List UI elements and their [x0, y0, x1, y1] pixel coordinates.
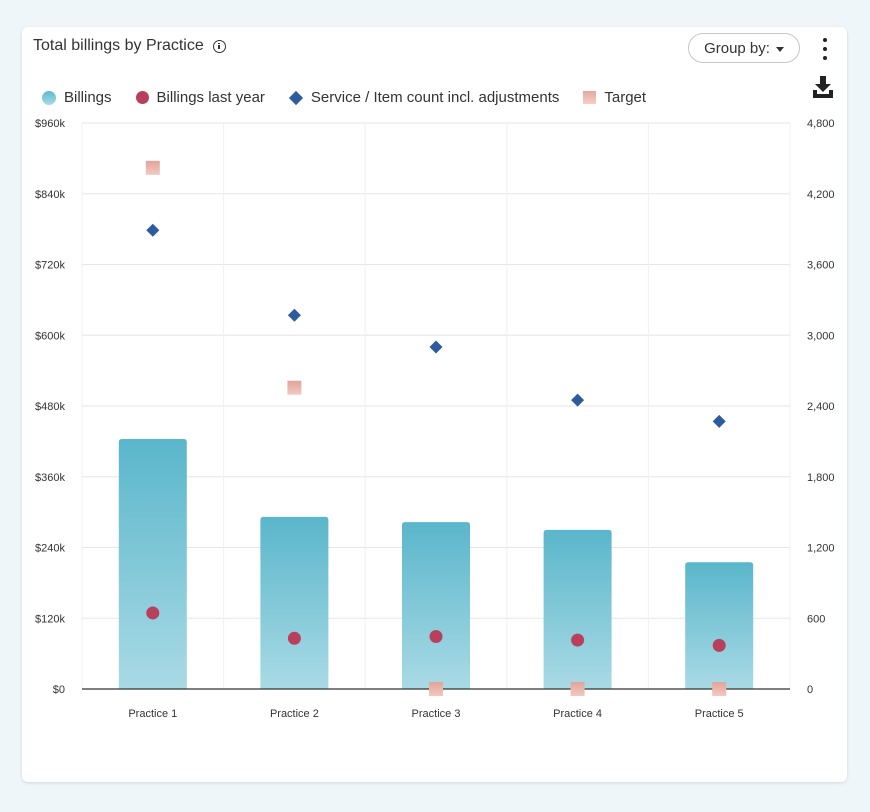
- legend-label: Billings last year: [156, 89, 265, 106]
- caret-down-icon: [775, 46, 784, 52]
- y-right-tick-label: 4,800: [807, 118, 835, 130]
- download-icon[interactable]: [812, 75, 834, 99]
- x-tick-label: Practice 2: [270, 708, 319, 720]
- point-service-count: [146, 223, 160, 237]
- point-target: [570, 682, 585, 696]
- legend-item-billings[interactable]: Billings: [42, 89, 112, 106]
- legend-label: Billings: [64, 89, 112, 106]
- y-right-tick-label: 1,200: [807, 543, 835, 555]
- y-left-tick-label: $720k: [35, 260, 65, 272]
- legend-item-billings-last-year[interactable]: Billings last year: [135, 89, 265, 106]
- point-service-count: [287, 308, 301, 322]
- point-billings-last-year: [287, 631, 301, 645]
- y-left-tick-label: $0: [53, 684, 65, 696]
- legend-item-target[interactable]: Target: [583, 89, 646, 106]
- y-right-tick-label: 600: [807, 613, 825, 625]
- y-left-tick-label: $240k: [35, 543, 65, 555]
- chart-plot: $0 0 $120k 600 $240k 1,200 $360k 1,800 $480k 2,40…: [35, 118, 835, 720]
- legend-label: Target: [604, 89, 647, 106]
- point-target: [712, 682, 727, 696]
- x-tick-label: Practice 3: [412, 708, 461, 720]
- chart-legend: Billings Billings last year Service / It…: [42, 89, 670, 106]
- y-left-tick-label: $960k: [35, 118, 65, 130]
- point-service-count: [712, 414, 726, 428]
- legend-circle-marker: [42, 90, 56, 105]
- y-left-tick-label: $120k: [35, 613, 65, 625]
- bar-billings: [543, 529, 612, 689]
- chart-title-row: Total billings by Practice: [33, 37, 226, 55]
- group-by-label: Group by:: [704, 39, 770, 57]
- y-right-tick-label: 4,200: [807, 189, 835, 201]
- y-left-tick-label: $480k: [35, 401, 65, 413]
- x-tick-label: Practice 5: [695, 708, 744, 720]
- bar-billings: [685, 562, 754, 689]
- point-service-count: [571, 393, 585, 407]
- x-tick-label: Practice 1: [128, 708, 177, 720]
- point-billings-last-year: [712, 638, 726, 652]
- legend-label: Service / Item count incl. adjustments: [310, 89, 560, 106]
- x-tick-label: Practice 4: [553, 708, 602, 720]
- point-target: [429, 682, 443, 696]
- point-billings-last-year: [146, 606, 160, 620]
- info-icon[interactable]: [212, 39, 226, 53]
- y-right-tick-label: 2,400: [807, 401, 835, 413]
- chart-card: Total billings by Practice Group by: Bil…: [22, 27, 847, 782]
- y-left-tick-label: $600k: [35, 330, 65, 342]
- bar-billings: [402, 522, 470, 689]
- y-left-tick-label: $360k: [35, 472, 65, 484]
- legend-item-service-count[interactable]: Service / Item count incl. adjustments: [288, 89, 560, 106]
- y-right-tick-label: 3,000: [807, 330, 835, 342]
- point-target: [145, 160, 160, 175]
- chart-title: Total billings by Practice: [33, 37, 204, 54]
- y-left-tick-label: $840k: [35, 189, 65, 201]
- point-target: [287, 380, 302, 395]
- legend-circle-marker: [135, 91, 149, 104]
- legend-square-marker: [583, 91, 597, 104]
- y-right-tick-label: 0: [807, 684, 813, 696]
- y-right-tick-label: 3,600: [807, 260, 835, 272]
- bar-billings: [260, 516, 329, 689]
- bar-billings: [118, 439, 187, 689]
- kebab-menu-icon[interactable]: [818, 38, 832, 60]
- point-billings-last-year: [571, 633, 585, 647]
- point-service-count: [429, 340, 443, 354]
- y-right-tick-label: 1,800: [807, 472, 835, 484]
- point-billings-last-year: [429, 630, 443, 644]
- group-by-dropdown[interactable]: Group by:: [688, 33, 800, 63]
